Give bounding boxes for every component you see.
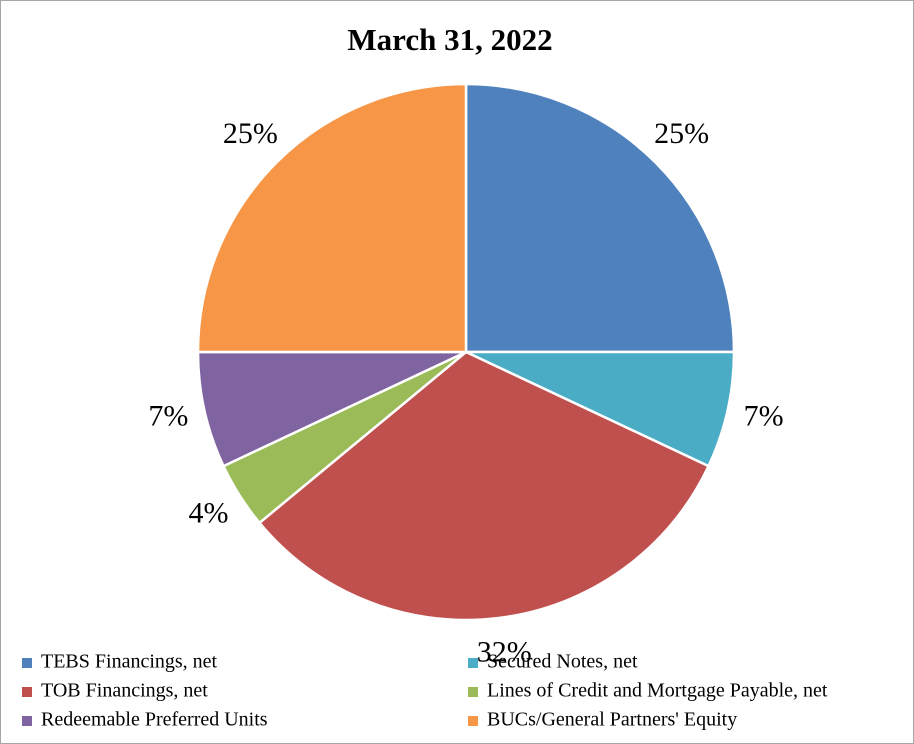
legend-swatch	[468, 687, 478, 697]
data-label: 4%	[188, 496, 228, 529]
legend-swatch	[22, 658, 32, 668]
pie-slice	[196, 82, 468, 354]
legend-label: TOB Financings, net	[41, 680, 208, 702]
legend-swatch	[22, 687, 32, 697]
legend-swatch	[22, 716, 32, 726]
data-label: 32%	[477, 635, 532, 668]
data-label: 25%	[223, 117, 278, 150]
legend-label: Lines of Credit and Mortgage Payable, ne…	[487, 680, 828, 702]
legend-label: BUCs/General Partners' Equity	[487, 709, 737, 731]
pie-slice	[257, 350, 711, 622]
chart-title: March 31, 2022	[347, 22, 552, 57]
data-label: 25%	[654, 117, 709, 150]
data-label: 7%	[744, 399, 784, 432]
data-label: 7%	[148, 399, 188, 432]
legend-label: TEBS Financings, net	[41, 651, 218, 673]
legend-label: Secured Notes, net	[487, 651, 638, 673]
pie-slice	[196, 350, 467, 468]
pie-slice	[464, 82, 736, 354]
legend-label: Redeemable Preferred Units	[41, 709, 268, 731]
legend-swatch	[468, 716, 478, 726]
legend-swatch	[468, 658, 478, 668]
pie-slice	[465, 350, 736, 468]
